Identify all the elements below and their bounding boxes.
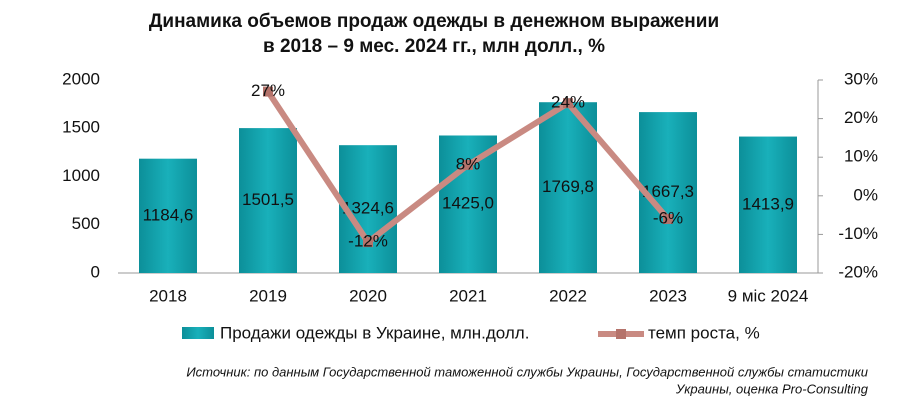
data-label: 1184,6 [143,205,194,224]
data-label: 1501,5 [242,190,294,209]
data-label: 1769,8 [542,177,594,196]
source: Источник: по данным Государственной тамо… [186,364,868,379]
y2-tick-label: -10% [838,224,878,243]
chart-title: в 2018 – 9 мес. 2024 гг., млн долл., % [263,36,605,57]
x-tick-label: 2023 [649,286,687,305]
y-tick-label: 500 [72,214,100,233]
marker [463,159,473,170]
data-label: 1324,6 [342,199,394,218]
chart-title: Динамика объемов продаж одежды в денежно… [149,11,719,32]
x-tick-label: 2018 [149,286,187,305]
x-tick-label: 2021 [449,286,487,305]
y2-tick-label: 30% [844,69,878,88]
marker [363,237,373,248]
bar [539,102,597,274]
bar [239,128,297,273]
marker [263,86,273,97]
y-tick-label: 0 [91,262,100,281]
legend-swatch [616,329,626,339]
data-label: 27% [251,81,285,100]
x-tick-label: 2020 [349,286,387,305]
bar [739,136,797,273]
x-tick-label: 2022 [549,286,587,305]
y-tick-label: 1500 [62,118,100,137]
data-label: 1425,0 [442,194,494,213]
legend-swatch [182,327,214,339]
y2-tick-label: 20% [844,108,878,127]
data-label: -12% [348,232,388,251]
data-label: 1667,3 [642,182,694,201]
source: Украины, оценка Pro-Consulting [675,381,869,396]
data-label: -6% [653,208,683,227]
marker [663,213,673,224]
bar [439,135,497,273]
x-tick-label: 9 міс 2024 [728,286,809,305]
y-tick-label: 1000 [62,166,100,185]
legend-label: темп роста, % [648,323,760,342]
y-tick-label: 2000 [62,69,100,88]
data-label: 8% [456,154,481,173]
bar [139,158,197,273]
data-label: 24% [551,93,585,112]
y2-tick-label: 0% [853,185,878,204]
marker [563,98,573,109]
y2-tick-label: -20% [838,262,878,281]
y2-tick-label: 10% [844,147,878,166]
legend-label: Продажи одежды в Украине, млн.долл. [220,323,529,342]
x-tick-label: 2019 [249,286,287,305]
data-label: 1413,9 [742,194,794,213]
